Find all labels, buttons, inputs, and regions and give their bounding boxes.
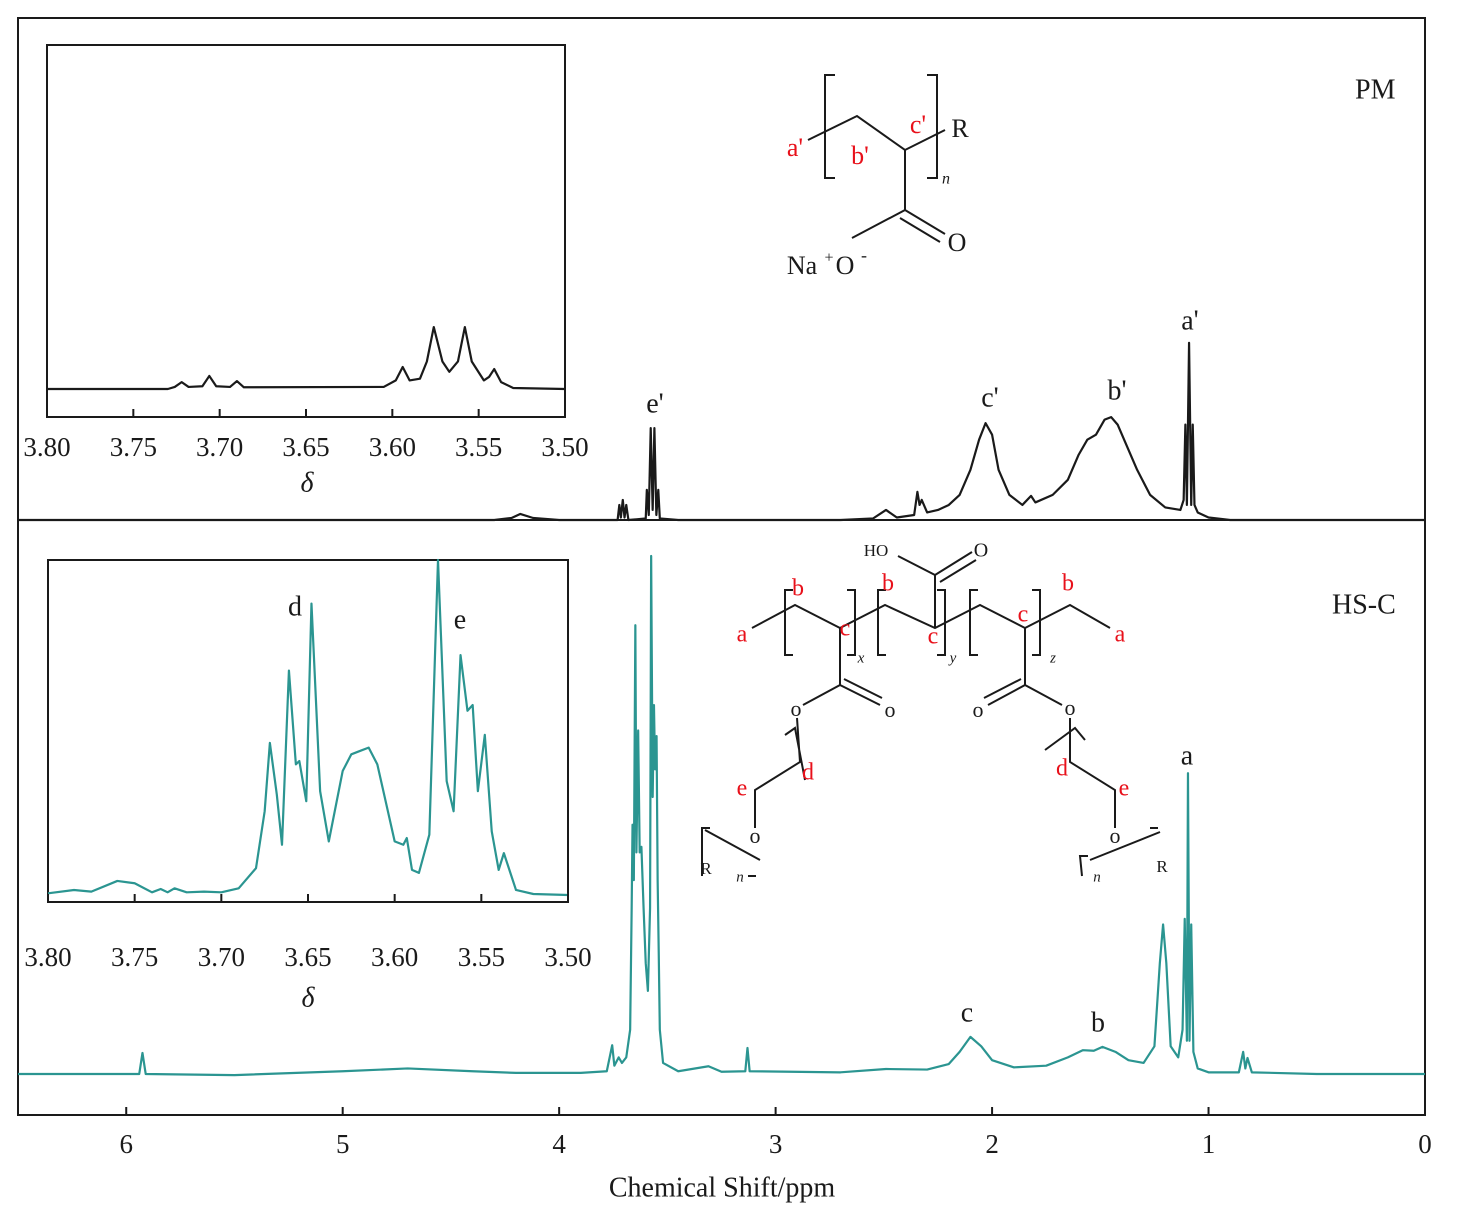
structure-label: O (974, 540, 988, 562)
structure-label: b (1062, 571, 1074, 597)
x-tick-label: 3.50 (544, 942, 591, 972)
structure-label: b (792, 576, 804, 602)
peak-label: b' (1107, 375, 1126, 406)
x-tick-label: 0 (1418, 1129, 1432, 1159)
structure-label: a (1115, 622, 1126, 648)
structure-label: e (1119, 776, 1130, 802)
structure-label: Na (787, 251, 818, 280)
structure-label: z (1049, 650, 1056, 666)
x-axis-label: δ (300, 467, 314, 498)
structure-label: c' (910, 110, 926, 139)
hsc-structure-bonds (701, 551, 1161, 877)
structure-label: o (750, 823, 761, 848)
spectrum-line (18, 341, 1425, 522)
x-tick-label: 3 (769, 1129, 783, 1159)
structure-label: a' (787, 133, 803, 162)
structure-label: R (1156, 857, 1168, 876)
structure-label: o (1065, 695, 1076, 720)
structure-label: R (951, 114, 969, 143)
structure-label: c (928, 624, 939, 650)
peak-label: d (288, 591, 302, 622)
structure-label: e (737, 776, 748, 802)
structure-label: d (1056, 756, 1068, 782)
x-tick-label: 3.75 (110, 432, 157, 462)
x-tick-label: 4 (552, 1129, 566, 1159)
spectrum-line (18, 554, 1425, 1077)
x-tick-label: 5 (336, 1129, 350, 1159)
structure-label: o (973, 697, 984, 722)
structure-label: a (737, 622, 748, 648)
panel-label: HS-C (1332, 589, 1396, 620)
structure-label: n (1093, 869, 1101, 885)
structure-label: c (840, 616, 851, 642)
inset-frame (46, 44, 566, 418)
peak-label: a (1181, 740, 1194, 771)
x-tick-label: 3.70 (196, 432, 243, 462)
frame (17, 17, 1426, 1116)
x-tick-label: 6 (119, 1129, 133, 1159)
structure-label: O (836, 251, 855, 280)
peak-label: b (1091, 1007, 1105, 1038)
structure-label: c (1018, 602, 1029, 628)
x-tick-label: 3.50 (541, 432, 588, 462)
x-axis-label: Chemical Shift/ppm (609, 1172, 836, 1203)
structure-label: O (948, 228, 967, 257)
x-tick-label: 1 (1202, 1129, 1216, 1159)
structure-label: o (791, 696, 802, 721)
x-tick-label: 3.65 (284, 942, 331, 972)
x-tick-label: 3.80 (24, 942, 71, 972)
x-tick-label: 3.70 (198, 942, 245, 972)
peak-label: c' (981, 382, 998, 413)
peak-label: e (454, 604, 466, 635)
spectrum-line (47, 558, 569, 897)
x-tick-label: 3.55 (458, 942, 505, 972)
spectrum-line (47, 325, 566, 391)
structure-label: n (942, 171, 950, 188)
panel-label: PM (1355, 74, 1396, 105)
x-tick-label: 3.65 (282, 432, 329, 462)
structure-label: o (885, 697, 896, 722)
x-tick-label: 3.60 (371, 942, 418, 972)
structure-label: HO (864, 541, 889, 560)
structure-label: o (1110, 823, 1121, 848)
structure-label: b (882, 571, 894, 597)
structure-label: y (948, 650, 957, 666)
peak-label: c (961, 997, 973, 1028)
x-tick-label: 3.55 (455, 432, 502, 462)
pm-structure-bonds (807, 74, 946, 243)
x-tick-label: 3.60 (369, 432, 416, 462)
x-axis-label: δ (301, 982, 315, 1013)
x-tick-label: 3.80 (23, 432, 70, 462)
peak-label: e' (646, 388, 663, 419)
structure-label: x (857, 650, 865, 666)
structure-label: n (736, 869, 744, 885)
x-tick-label: 2 (985, 1129, 999, 1159)
structure-label: + (824, 250, 833, 267)
structure-label: - (861, 245, 867, 265)
structure-label: d (802, 760, 814, 786)
structure-label: R (700, 859, 712, 878)
structure-label: b' (851, 141, 869, 170)
peak-label: a' (1181, 305, 1198, 336)
x-tick-label: 3.75 (111, 942, 158, 972)
